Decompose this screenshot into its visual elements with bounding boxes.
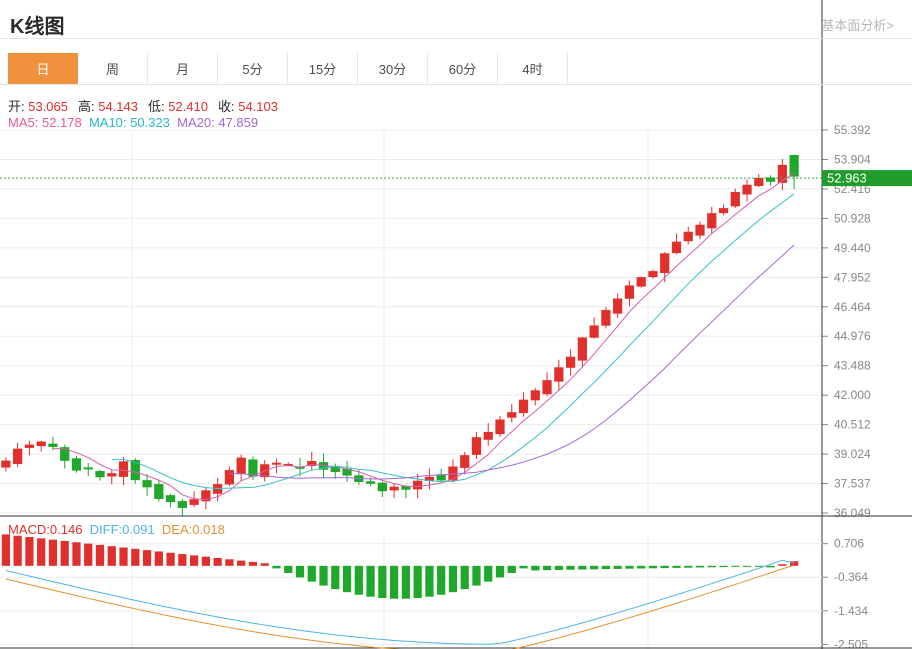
- svg-text:37.537: 37.537: [834, 477, 871, 491]
- svg-text:36.049: 36.049: [834, 506, 871, 520]
- svg-text:-2.505: -2.505: [834, 637, 868, 649]
- svg-text:44.976: 44.976: [834, 329, 871, 343]
- svg-text:53.904: 53.904: [834, 152, 871, 166]
- svg-text:52.963: 52.963: [827, 171, 867, 186]
- svg-text:39.024: 39.024: [834, 447, 871, 461]
- svg-text:47.952: 47.952: [834, 270, 871, 284]
- svg-text:42.000: 42.000: [834, 388, 871, 402]
- svg-text:50.928: 50.928: [834, 211, 871, 225]
- svg-text:40.512: 40.512: [834, 418, 871, 432]
- svg-text:-0.364: -0.364: [834, 570, 868, 584]
- svg-text:43.488: 43.488: [834, 359, 871, 373]
- svg-text:46.464: 46.464: [834, 300, 871, 314]
- svg-text:49.440: 49.440: [834, 241, 871, 255]
- svg-text:-1.434: -1.434: [834, 604, 868, 618]
- svg-text:0.706: 0.706: [834, 537, 864, 551]
- svg-text:55.392: 55.392: [834, 123, 871, 137]
